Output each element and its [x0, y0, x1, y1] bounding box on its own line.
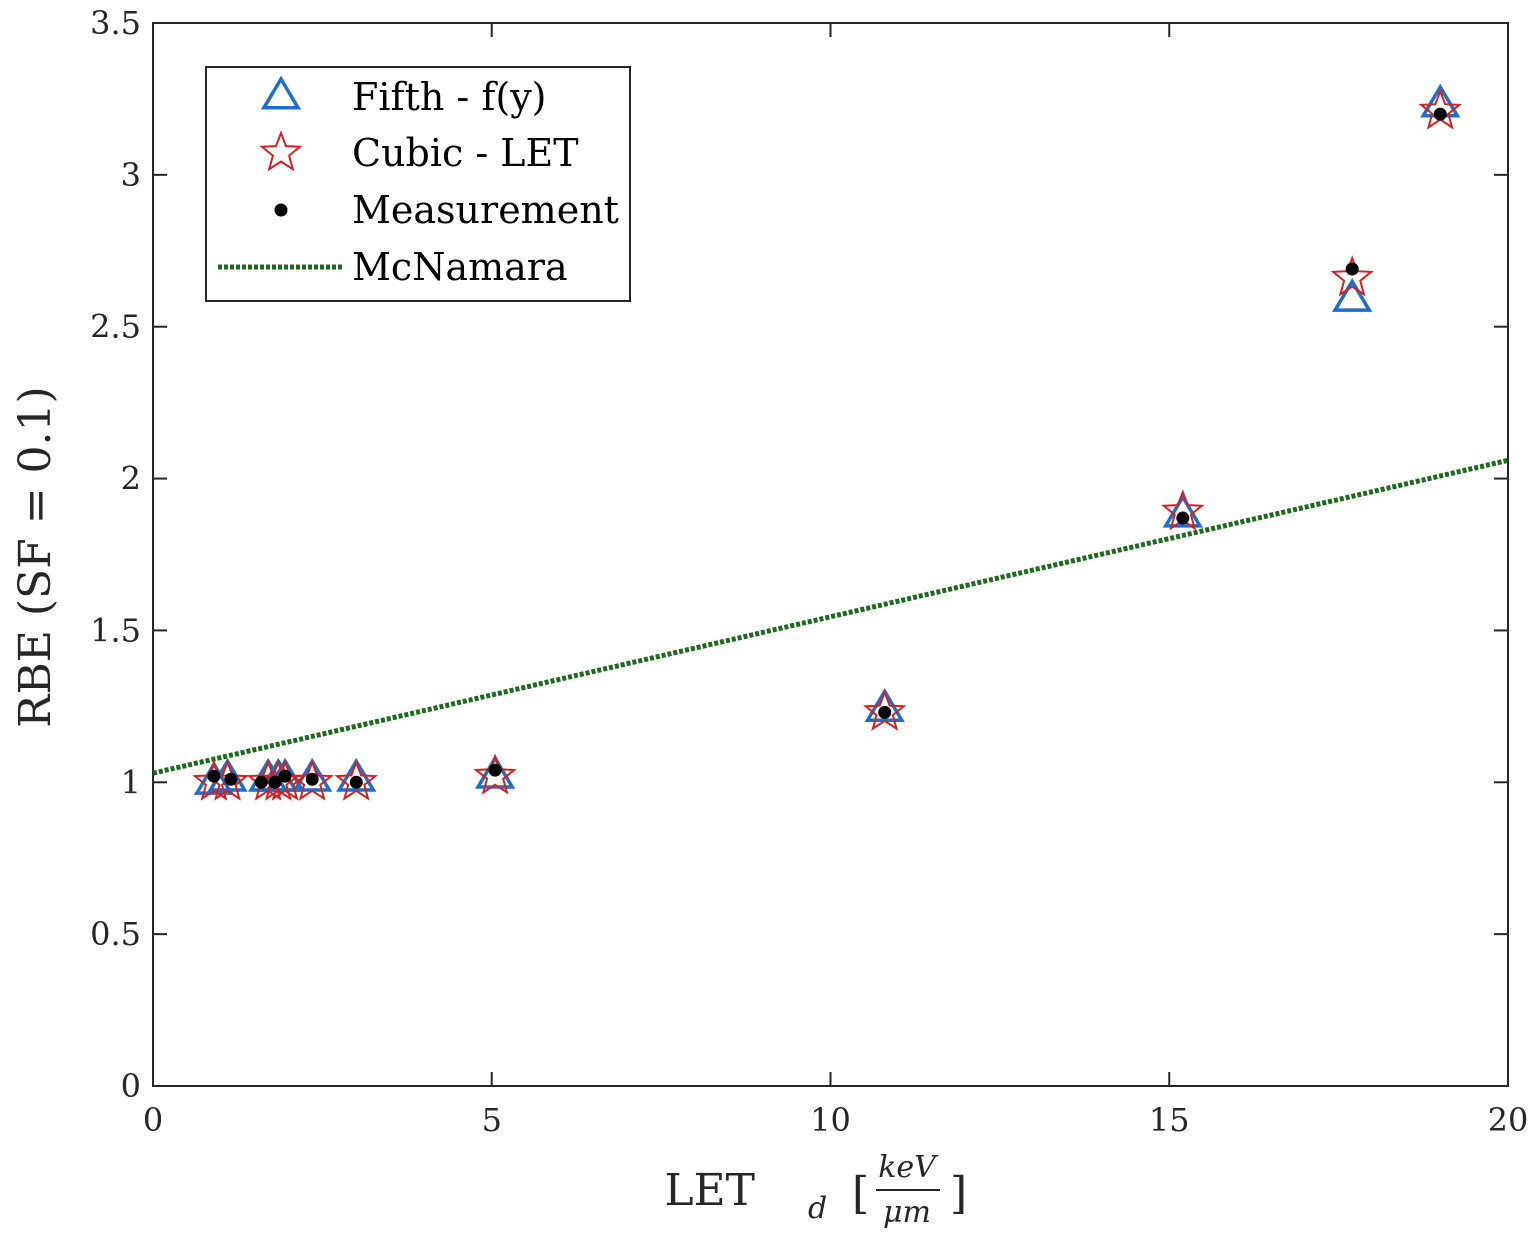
measurement-point: [878, 705, 892, 719]
y-tick-label: 2.5: [90, 308, 141, 346]
legend-swatch-cubic-let: [259, 130, 303, 172]
legend: Fifth - f(y) Cubic - LET Measurement McNama…: [205, 66, 631, 302]
measurement-point: [488, 763, 502, 777]
x-axis-title-main: LET: [664, 1165, 755, 1216]
legend-box: [205, 66, 631, 302]
cubic-let-point: [334, 759, 378, 801]
legend-label-fifth-f-y: Fifth - f(y): [352, 75, 547, 119]
x-axis-title-bracket-close: ]: [950, 1168, 967, 1219]
fifth-f-y-point: [193, 760, 235, 795]
y-axis-title: RBE (SF = 0.1): [10, 386, 61, 727]
x-tick-label: 10: [810, 1101, 851, 1139]
legend-label-measurement: Measurement: [352, 188, 619, 232]
x-axis-title-subscript: d: [808, 1191, 827, 1226]
fifth-f-y-point: [1332, 277, 1373, 312]
x-axis-title-bracket-open: [: [852, 1168, 869, 1219]
legend-swatch-measurement: [274, 203, 288, 217]
cubic-let-point: [473, 753, 517, 795]
y-tick-label: 1.5: [90, 611, 141, 649]
y-tick-label: 0: [121, 1067, 141, 1105]
x-tick-label: 15: [1149, 1101, 1190, 1139]
legend-swatch-fifth-f-y: [260, 75, 302, 110]
y-tick-label: 2: [121, 460, 141, 498]
measurement-point: [278, 769, 292, 783]
measurement-point: [268, 775, 282, 789]
measurement-point: [305, 772, 319, 786]
measurement-point: [1345, 262, 1359, 276]
series-lines: [152, 457, 1509, 776]
x-tick-label: 20: [1488, 1101, 1529, 1139]
measurement-point: [349, 775, 363, 789]
legend-label-cubic-let: Cubic - LET: [352, 131, 579, 175]
y-tick-label: 3.5: [90, 4, 141, 42]
axes: 0 5 10 15 20 0 0.5 1 1.5 2 2.5 3 3.5: [90, 4, 1528, 1139]
x-tick-label: 0: [143, 1101, 163, 1139]
measurement-point: [1433, 107, 1447, 121]
measurement-point: [1176, 511, 1190, 525]
cubic-let-point: [290, 759, 334, 801]
x-axis-title-fraction-bottom: μm: [883, 1195, 931, 1230]
x-axis-title-fraction-top: keV: [878, 1150, 939, 1185]
y-tick-label: 1: [121, 763, 141, 801]
y-tick-label: 0.5: [90, 915, 141, 953]
x-axis-title: LET d [ keV μm ]: [664, 1150, 967, 1230]
cubic-let-point: [863, 689, 907, 731]
legend-label-mcnamara: McNamara: [352, 245, 568, 289]
y-tick-label: 3: [121, 156, 141, 194]
measurement-point: [224, 772, 238, 786]
measurement-point: [254, 775, 268, 789]
series-markers: [192, 83, 1462, 801]
x-tick-label: 5: [482, 1101, 502, 1139]
cubic-let-point: [1330, 255, 1374, 297]
fifth-f-y-point: [474, 754, 516, 789]
measurement-point: [207, 769, 221, 783]
fifth-f-y-point: [1162, 493, 1203, 528]
mcnamara-line: [152, 457, 1509, 776]
